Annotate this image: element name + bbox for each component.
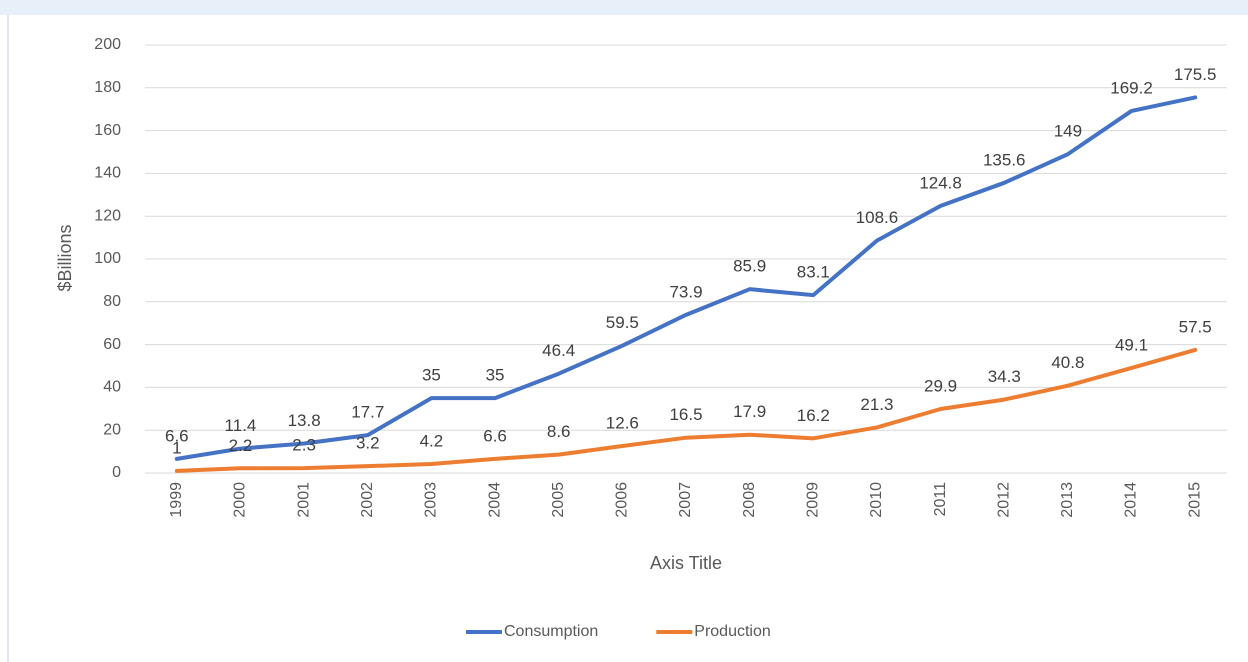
- data-label: 17.7: [351, 403, 384, 422]
- data-label: 49.1: [1115, 335, 1148, 354]
- x-tick-label: 2012: [995, 482, 1012, 518]
- data-label: 73.9: [669, 282, 702, 301]
- data-label: 16.5: [669, 405, 702, 424]
- data-label: 4.2: [420, 431, 444, 450]
- y-tick-label: 140: [94, 165, 121, 182]
- data-label: 85.9: [733, 257, 766, 276]
- data-label: 108.6: [856, 208, 899, 227]
- x-tick-label: 2014: [1123, 482, 1140, 518]
- data-label: 3.2: [356, 434, 380, 453]
- y-tick-label: 180: [94, 79, 121, 96]
- data-label: 21.3: [860, 395, 893, 414]
- y-tick-label: 120: [94, 207, 121, 224]
- data-label: 1: [172, 438, 181, 457]
- data-label: 34.3: [988, 367, 1021, 386]
- x-tick-label: 2000: [232, 482, 249, 518]
- data-label: 17.9: [733, 402, 766, 421]
- data-label: 35: [422, 366, 441, 385]
- legend-label: Consumption: [504, 623, 598, 640]
- data-label: 6.6: [483, 426, 507, 445]
- data-label: 124.8: [919, 173, 962, 192]
- y-tick-label: 100: [94, 250, 121, 267]
- x-tick-label: 2009: [805, 482, 822, 518]
- y-axis-title: $Billions: [55, 224, 75, 291]
- x-tick-label: 2015: [1186, 482, 1203, 518]
- data-label: 6.6: [165, 426, 189, 445]
- x-tick-label: 2003: [423, 482, 440, 518]
- data-label: 16.2: [797, 406, 830, 425]
- x-tick-label: 2004: [486, 482, 503, 518]
- x-tick-label: 2011: [932, 482, 949, 517]
- data-label: 135.6: [983, 150, 1026, 169]
- y-tick-label: 80: [103, 293, 121, 310]
- data-label: 83.1: [797, 263, 830, 282]
- data-label: 57.5: [1179, 317, 1212, 336]
- top-band: [0, 0, 1248, 15]
- y-tick-label: 20: [103, 421, 121, 438]
- data-label: 2.2: [229, 436, 253, 455]
- x-tick-label: 2006: [614, 482, 631, 518]
- legend-label: Production: [694, 623, 771, 640]
- x-tick-label: 2002: [359, 482, 376, 518]
- data-label: 149: [1054, 122, 1082, 141]
- data-label: 12.6: [606, 414, 639, 433]
- data-label: 2.3: [292, 436, 316, 455]
- y-tick-label: 160: [94, 122, 121, 139]
- y-tick-label: 40: [103, 379, 121, 396]
- y-tick-label: 0: [112, 464, 121, 481]
- data-label: 169.2: [1110, 78, 1153, 97]
- x-tick-label: 2008: [741, 482, 758, 518]
- data-label: 11.4: [225, 416, 257, 435]
- series-line: [174, 95, 1198, 461]
- x-tick-label: 2010: [868, 482, 885, 518]
- x-tick-label: 2005: [550, 482, 567, 518]
- data-label: 40.8: [1051, 353, 1084, 372]
- data-label: 59.5: [606, 313, 639, 332]
- x-axis-title: Axis Title: [650, 553, 722, 573]
- x-tick-label: 1999: [168, 482, 185, 518]
- x-tick-label: 2013: [1059, 482, 1076, 518]
- data-label: 8.6: [547, 422, 571, 441]
- data-label: 29.9: [924, 376, 957, 395]
- y-tick-label: 60: [103, 336, 121, 353]
- data-label: 46.4: [542, 341, 575, 360]
- y-tick-label: 200: [94, 36, 121, 53]
- series-line: [174, 347, 1198, 473]
- data-label: 13.8: [288, 411, 321, 430]
- data-label: 175.5: [1174, 65, 1217, 84]
- x-tick-label: 2007: [677, 482, 694, 518]
- x-tick-label: 2001: [295, 482, 312, 518]
- data-label: 35: [486, 366, 505, 385]
